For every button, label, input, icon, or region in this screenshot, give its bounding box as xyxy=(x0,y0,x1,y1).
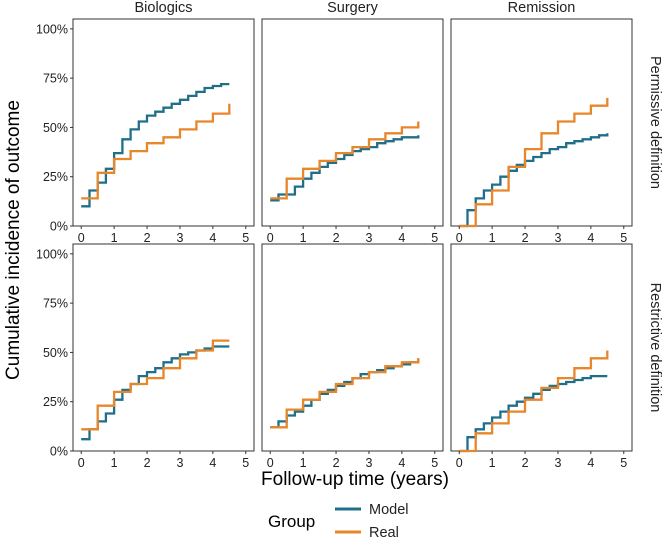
x-tick-label: 2 xyxy=(522,456,529,470)
series-line-real xyxy=(81,103,231,200)
x-tick-label: 2 xyxy=(333,231,340,245)
series-line-real xyxy=(459,350,609,453)
series-line-real xyxy=(81,339,230,431)
x-tick-label: 2 xyxy=(144,456,151,470)
x-tick-label: 0 xyxy=(78,231,85,245)
strip-permissive-definition: Permissive definition xyxy=(647,56,663,189)
x-tick-label: 4 xyxy=(209,456,216,470)
x-axis-title: Follow-up time (years) xyxy=(261,469,449,490)
y-tick-label: 50% xyxy=(43,346,68,360)
panel-restrictive-definition-surgery xyxy=(261,243,444,452)
y-tick-label: 25% xyxy=(43,395,68,409)
series-line-real xyxy=(270,358,420,429)
strip-restrictive-definition: Restrictive definition xyxy=(647,283,663,413)
x-tick-label: 5 xyxy=(242,231,249,245)
series-line-model xyxy=(459,133,609,228)
x-tick-label: 5 xyxy=(620,231,627,245)
y-tick-label: 50% xyxy=(43,121,68,135)
x-tick-label: 2 xyxy=(522,231,529,245)
x-tick-label: 3 xyxy=(554,231,561,245)
x-tick-label: 3 xyxy=(176,231,183,245)
x-tick-label: 0 xyxy=(456,456,463,470)
y-tick-label: 100% xyxy=(36,22,68,36)
x-tick-label: 5 xyxy=(431,456,438,470)
axes-layer: 0%25%50%75%100%0 1 2 3 4 5 0 1 2 3 4 5 0 1 2 3 4 50%25%50… xyxy=(36,22,627,470)
x-tick-label: 3 xyxy=(176,456,183,470)
x-tick-label: 3 xyxy=(365,456,372,470)
legend-title: Group xyxy=(268,512,315,531)
x-tick-label: 5 xyxy=(620,456,627,470)
y-tick-label: 0% xyxy=(50,445,68,459)
y-tick-label: 25% xyxy=(43,170,68,184)
panel-border xyxy=(72,18,255,227)
y-tick-label: 75% xyxy=(43,297,68,311)
x-tick-label: 0 xyxy=(456,231,463,245)
x-tick-label: 1 xyxy=(300,231,307,245)
panel-border xyxy=(450,243,633,452)
x-tick-label: 0 xyxy=(267,456,274,470)
panel-restrictive-definition-remission xyxy=(450,243,633,453)
strip-surgery: Surgery xyxy=(327,0,379,16)
x-tick-label: 2 xyxy=(333,456,340,470)
legend: Group Model Real xyxy=(268,502,409,538)
y-tick-label: 100% xyxy=(36,247,68,261)
facet-strips: Biologics Surgery Remission Permissive defi… xyxy=(134,0,663,412)
strip-remission: Remission xyxy=(508,0,576,16)
x-tick-label: 0 xyxy=(267,231,274,245)
series-line-real xyxy=(270,121,420,200)
strip-biologics: Biologics xyxy=(134,0,192,16)
panels-layer xyxy=(72,18,633,453)
x-tick-label: 5 xyxy=(431,231,438,245)
legend-label-real: Real xyxy=(369,525,399,538)
y-axis-title: Cumulative incidence of outcome xyxy=(3,100,24,380)
series-line-model xyxy=(459,374,608,453)
series-line-real xyxy=(459,97,609,228)
series-line-model xyxy=(81,82,230,208)
panel-border xyxy=(450,18,633,227)
x-tick-label: 4 xyxy=(398,456,405,470)
x-tick-label: 3 xyxy=(365,231,372,245)
y-tick-label: 75% xyxy=(43,72,68,86)
x-tick-label: 1 xyxy=(300,456,307,470)
x-tick-label: 2 xyxy=(144,231,151,245)
x-tick-label: 0 xyxy=(78,456,85,470)
series-line-model xyxy=(270,135,420,202)
x-tick-label: 4 xyxy=(209,231,216,245)
x-tick-label: 5 xyxy=(242,456,249,470)
panel-restrictive-definition-biologics xyxy=(72,243,255,452)
panel-permissive-definition-surgery xyxy=(261,18,444,227)
x-tick-label: 1 xyxy=(489,231,496,245)
panel-border xyxy=(261,243,444,452)
legend-label-model: Model xyxy=(369,502,409,518)
x-tick-label: 4 xyxy=(587,456,594,470)
y-tick-label: 0% xyxy=(50,220,68,234)
x-tick-label: 4 xyxy=(587,231,594,245)
x-tick-label: 3 xyxy=(554,456,561,470)
x-tick-label: 1 xyxy=(111,231,118,245)
panel-permissive-definition-biologics xyxy=(72,18,255,227)
panel-border xyxy=(261,18,444,227)
panel-permissive-definition-remission xyxy=(450,18,633,228)
x-tick-label: 4 xyxy=(398,231,405,245)
x-tick-label: 1 xyxy=(489,456,496,470)
x-tick-label: 1 xyxy=(111,456,118,470)
